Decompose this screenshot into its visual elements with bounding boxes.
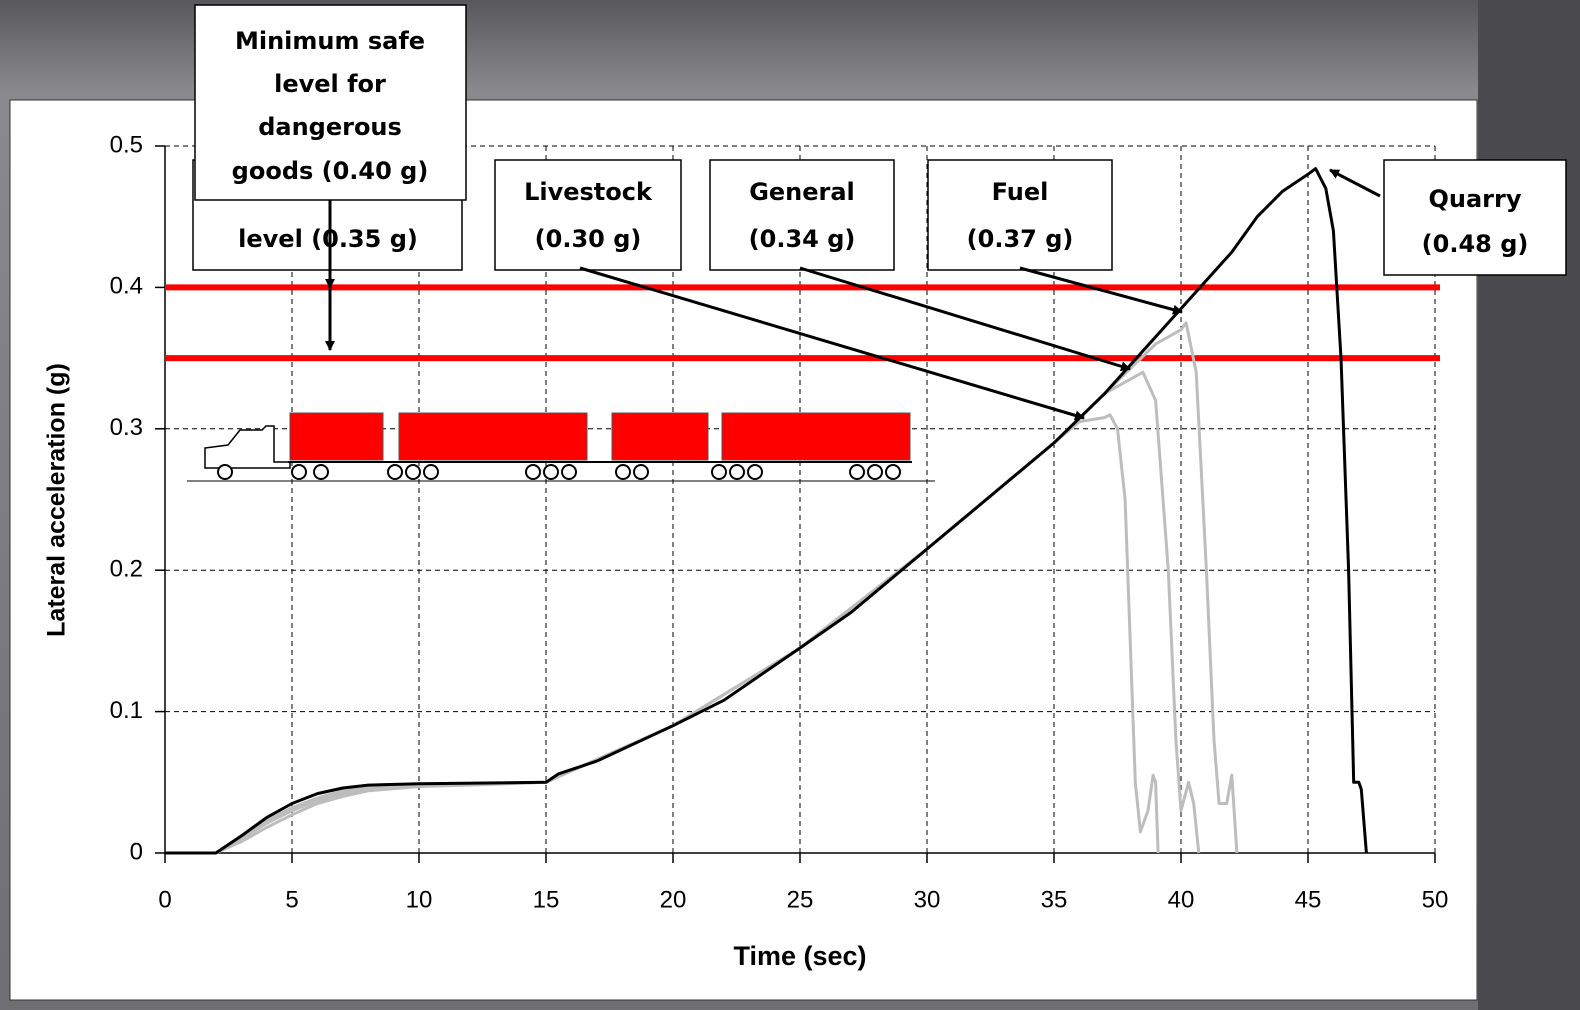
y-axis-title: Lateral acceleration (g) — [43, 363, 71, 637]
annotation-text: (0.37 g) — [967, 225, 1074, 253]
x-axis-title: Time (sec) — [733, 941, 866, 971]
y-tick-label: 0.1 — [110, 697, 143, 724]
annotation-box — [928, 160, 1112, 270]
annotation-text: General — [749, 178, 855, 206]
x-tick-label: 25 — [787, 886, 814, 913]
annotation-text: (0.30 g) — [535, 225, 642, 253]
x-tick-label: 5 — [285, 886, 298, 913]
x-tick-label: 20 — [660, 886, 687, 913]
annotation-text: (0.48 g) — [1422, 230, 1529, 258]
x-tick-label: 30 — [914, 886, 941, 913]
x-tick-label: 15 — [533, 886, 560, 913]
y-tick-label: 0.2 — [110, 556, 143, 583]
x-tick-label: 10 — [406, 886, 433, 913]
side-band — [1478, 0, 1580, 1010]
x-tick-label: 45 — [1295, 886, 1322, 913]
chart: 0 0.1 0.2 0.3 0.4 0.5 0 5 10 15 20 25 30 35 40 45 50 lev… — [0, 0, 1580, 1010]
annotation-box — [710, 160, 894, 270]
annotation-text: Quarry — [1429, 185, 1522, 213]
annotation-text: Minimum safe — [235, 27, 425, 55]
annotation-text: dangerous — [258, 113, 402, 141]
annotation-text: Fuel — [992, 178, 1049, 206]
x-tick-label: 50 — [1422, 886, 1449, 913]
y-tick-label: 0.3 — [110, 414, 143, 441]
annotation-text: Livestock — [524, 178, 653, 206]
x-tick-label: 40 — [1168, 886, 1195, 913]
annotation-text: goods (0.40 g) — [232, 157, 429, 185]
annotation-box — [495, 160, 681, 270]
x-tick-label: 0 — [158, 886, 171, 913]
x-tick-label: 35 — [1041, 886, 1068, 913]
annotation-text: level for — [274, 70, 386, 98]
y-tick-label: 0.4 — [110, 273, 143, 300]
y-tick-label: 0 — [130, 838, 143, 865]
annotation-text: level (0.35 g) — [238, 225, 418, 253]
annotation-text: (0.34 g) — [749, 225, 856, 253]
y-tick-label: 0.5 — [110, 131, 143, 158]
